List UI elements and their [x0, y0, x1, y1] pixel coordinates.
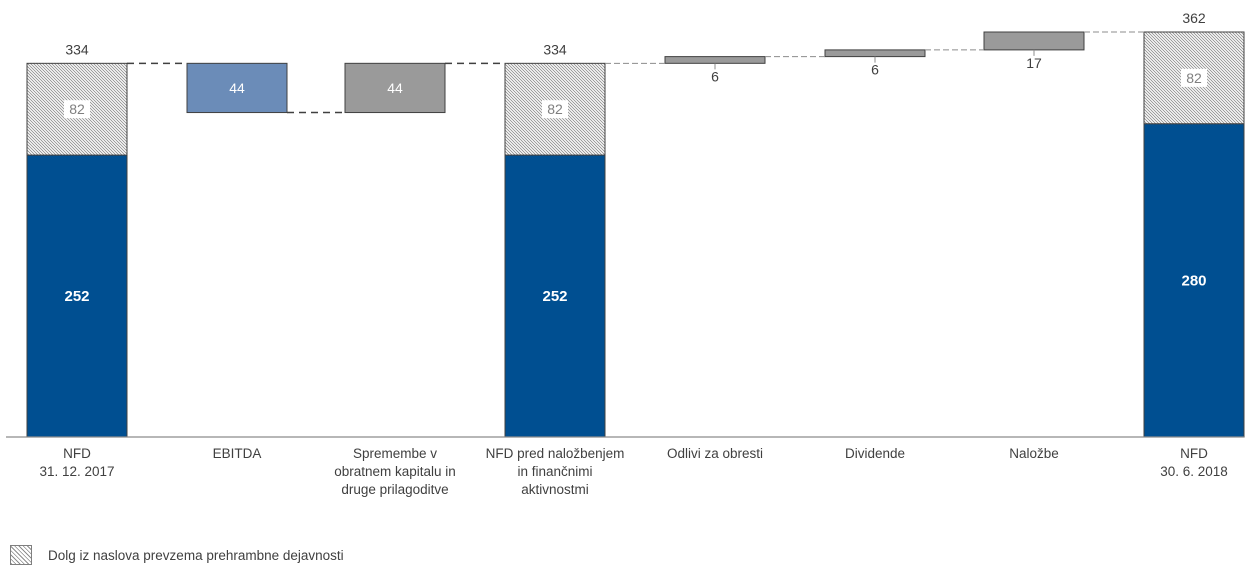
legend: Dolg iz naslova prevzema prehrambne deja… [10, 544, 344, 566]
category-label: Naložbe [1009, 446, 1059, 461]
step-value-label: 6 [871, 62, 879, 78]
solid-segment-bar [504, 154, 606, 438]
increase-bar [344, 62, 446, 114]
category-label: Dividende [844, 446, 906, 461]
category-label: EBITDA [212, 446, 262, 461]
increase-bar [983, 31, 1085, 51]
legend-label: Dolg iz naslova prevzema prehrambne deja… [48, 547, 344, 563]
solid-segment-label: 252 [64, 288, 89, 305]
solid-segment-bar [1143, 123, 1245, 438]
total-value-label: 362 [1182, 10, 1206, 26]
label-background [1181, 68, 1207, 87]
category-label: NFD 30. 6. 2018 [1160, 446, 1228, 479]
increase-bar [824, 49, 926, 58]
solid-segment-label: 252 [542, 288, 567, 305]
hatched-segment-label: 82 [69, 101, 85, 117]
increase-bar [664, 56, 766, 64]
step-value-label: 17 [1026, 55, 1042, 71]
step-value-label: 44 [387, 80, 403, 96]
decrease-bar [186, 62, 288, 114]
category-label: Odlivi za obresti [666, 446, 764, 461]
label-background [542, 100, 568, 119]
hatched-segment-label: 82 [547, 101, 563, 117]
total-value-label: 334 [543, 41, 567, 57]
category-label: NFD 31. 12. 2017 [39, 446, 115, 479]
total-value-label: 334 [65, 41, 89, 57]
hatched-segment-label: 82 [1186, 70, 1202, 86]
step-value-label: 44 [229, 80, 245, 96]
legend-hatch-swatch [10, 545, 32, 565]
category-label: Spremembe v obratnem kapitalu in druge p… [334, 446, 456, 497]
solid-segment-label: 280 [1181, 272, 1206, 289]
step-value-label: 6 [711, 68, 719, 84]
label-background [64, 100, 90, 119]
category-label: NFD pred naložbenjem in finančnimi aktiv… [485, 446, 625, 497]
solid-segment-bar [26, 154, 128, 438]
